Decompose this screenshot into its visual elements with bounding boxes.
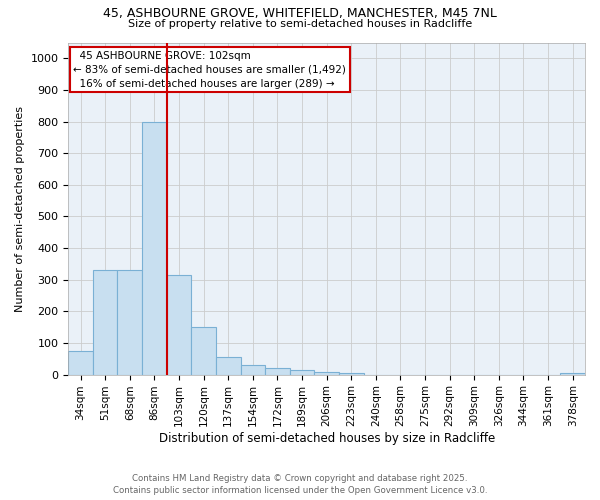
X-axis label: Distribution of semi-detached houses by size in Radcliffe: Distribution of semi-detached houses by …: [158, 432, 495, 445]
Bar: [118, 270, 142, 374]
Bar: [93, 270, 118, 374]
Bar: [167, 275, 191, 374]
Bar: [314, 372, 339, 374]
Y-axis label: Number of semi-detached properties: Number of semi-detached properties: [15, 106, 25, 312]
Text: Size of property relative to semi-detached houses in Radcliffe: Size of property relative to semi-detach…: [128, 19, 472, 29]
Bar: [560, 372, 585, 374]
Text: 45 ASHBOURNE GROVE: 102sqm
← 83% of semi-detached houses are smaller (1,492)
  1: 45 ASHBOURNE GROVE: 102sqm ← 83% of semi…: [73, 51, 346, 89]
Bar: [241, 365, 265, 374]
Bar: [339, 373, 364, 374]
Bar: [290, 370, 314, 374]
Bar: [216, 357, 241, 374]
Bar: [68, 351, 93, 374]
Text: Contains HM Land Registry data © Crown copyright and database right 2025.
Contai: Contains HM Land Registry data © Crown c…: [113, 474, 487, 495]
Text: 45, ASHBOURNE GROVE, WHITEFIELD, MANCHESTER, M45 7NL: 45, ASHBOURNE GROVE, WHITEFIELD, MANCHES…: [103, 8, 497, 20]
Bar: [142, 122, 167, 374]
Bar: [265, 368, 290, 374]
Bar: [191, 327, 216, 374]
